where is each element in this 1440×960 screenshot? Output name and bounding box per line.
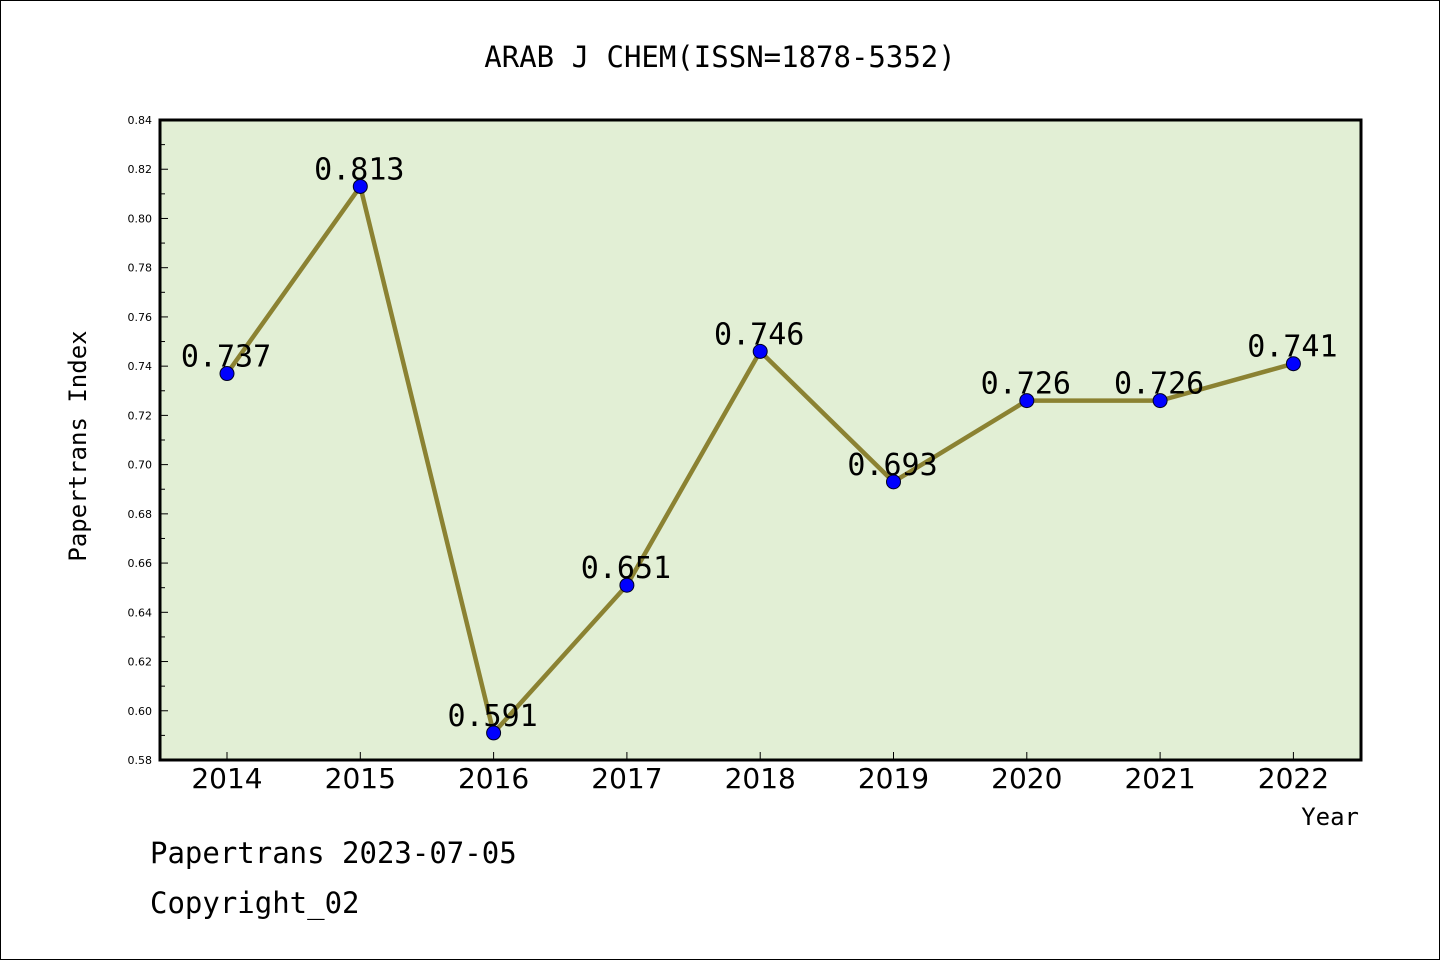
- data-point: [352, 178, 368, 194]
- data-point: [1019, 393, 1035, 409]
- y-tick-label: 0.82: [128, 163, 153, 176]
- data-label: 0.746: [714, 317, 804, 352]
- x-tick-label: 2018: [725, 762, 796, 795]
- y-tick-label: 0.58: [128, 754, 153, 767]
- y-tick-label: 0.62: [128, 656, 153, 669]
- data-point: [752, 343, 768, 359]
- x-axis-label: Year: [1301, 803, 1359, 831]
- data-label: 0.693: [847, 448, 937, 483]
- x-axis-ticks: 2014 2015 2016 2017 2018 2019 2020 2021 2022: [191, 752, 1329, 795]
- data-point: [219, 366, 235, 382]
- data-point: [1152, 393, 1168, 409]
- footer-copyright-text: Copyright_02: [150, 886, 360, 920]
- x-tick-label: 2020: [991, 762, 1062, 795]
- footer-date-text: Papertrans 2023-07-05: [150, 836, 517, 870]
- data-points-group: [219, 178, 1301, 741]
- y-tick-label: 0.68: [128, 508, 153, 521]
- x-tick-label: 2014: [191, 762, 262, 795]
- data-point: [486, 725, 502, 741]
- data-point: [1285, 356, 1301, 372]
- x-tick-label: 2015: [325, 762, 396, 795]
- y-tick-label: 0.66: [128, 557, 153, 570]
- x-tick-label: 2019: [858, 762, 929, 795]
- data-label: 0.591: [447, 699, 537, 734]
- data-label: 0.726: [1114, 367, 1204, 402]
- y-tick-label: 0.70: [128, 459, 153, 472]
- y-tick-label: 0.78: [128, 262, 153, 275]
- plot-area: [158, 118, 1363, 762]
- y-tick-label: 0.84: [128, 114, 153, 127]
- chart-title: ARAB J CHEM(ISSN=1878-5352): [484, 40, 955, 74]
- x-tick-label: 2022: [1258, 762, 1329, 795]
- y-tick-label: 0.74: [128, 360, 153, 373]
- data-label: 0.741: [1247, 330, 1337, 365]
- y-tick-label: 0.72: [128, 409, 153, 422]
- y-axis-label: Papertrans Index: [64, 330, 92, 561]
- x-tick-label: 2016: [458, 762, 529, 795]
- data-point: [619, 577, 635, 593]
- y-tick-label: 0.60: [128, 705, 153, 718]
- x-tick-label: 2021: [1124, 762, 1195, 795]
- y-axis-ticks: 0.58 0.60 0.62 0.64 0.66 0.68 0.70 0.72 0.74 0.76…: [128, 114, 168, 767]
- data-label: 0.726: [981, 367, 1071, 402]
- y-tick-label: 0.76: [128, 311, 153, 324]
- data-label: 0.813: [314, 152, 404, 187]
- y-tick-label: 0.64: [128, 606, 153, 619]
- data-point: [886, 474, 901, 490]
- data-label: 0.737: [181, 340, 271, 375]
- data-labels-group: 0.737 0.813 0.591 0.651 0.746 0.693 0.726 0.726…: [181, 152, 1338, 733]
- data-label: 0.651: [581, 551, 671, 586]
- x-tick-label: 2017: [591, 762, 662, 795]
- y-tick-label: 0.80: [128, 212, 153, 225]
